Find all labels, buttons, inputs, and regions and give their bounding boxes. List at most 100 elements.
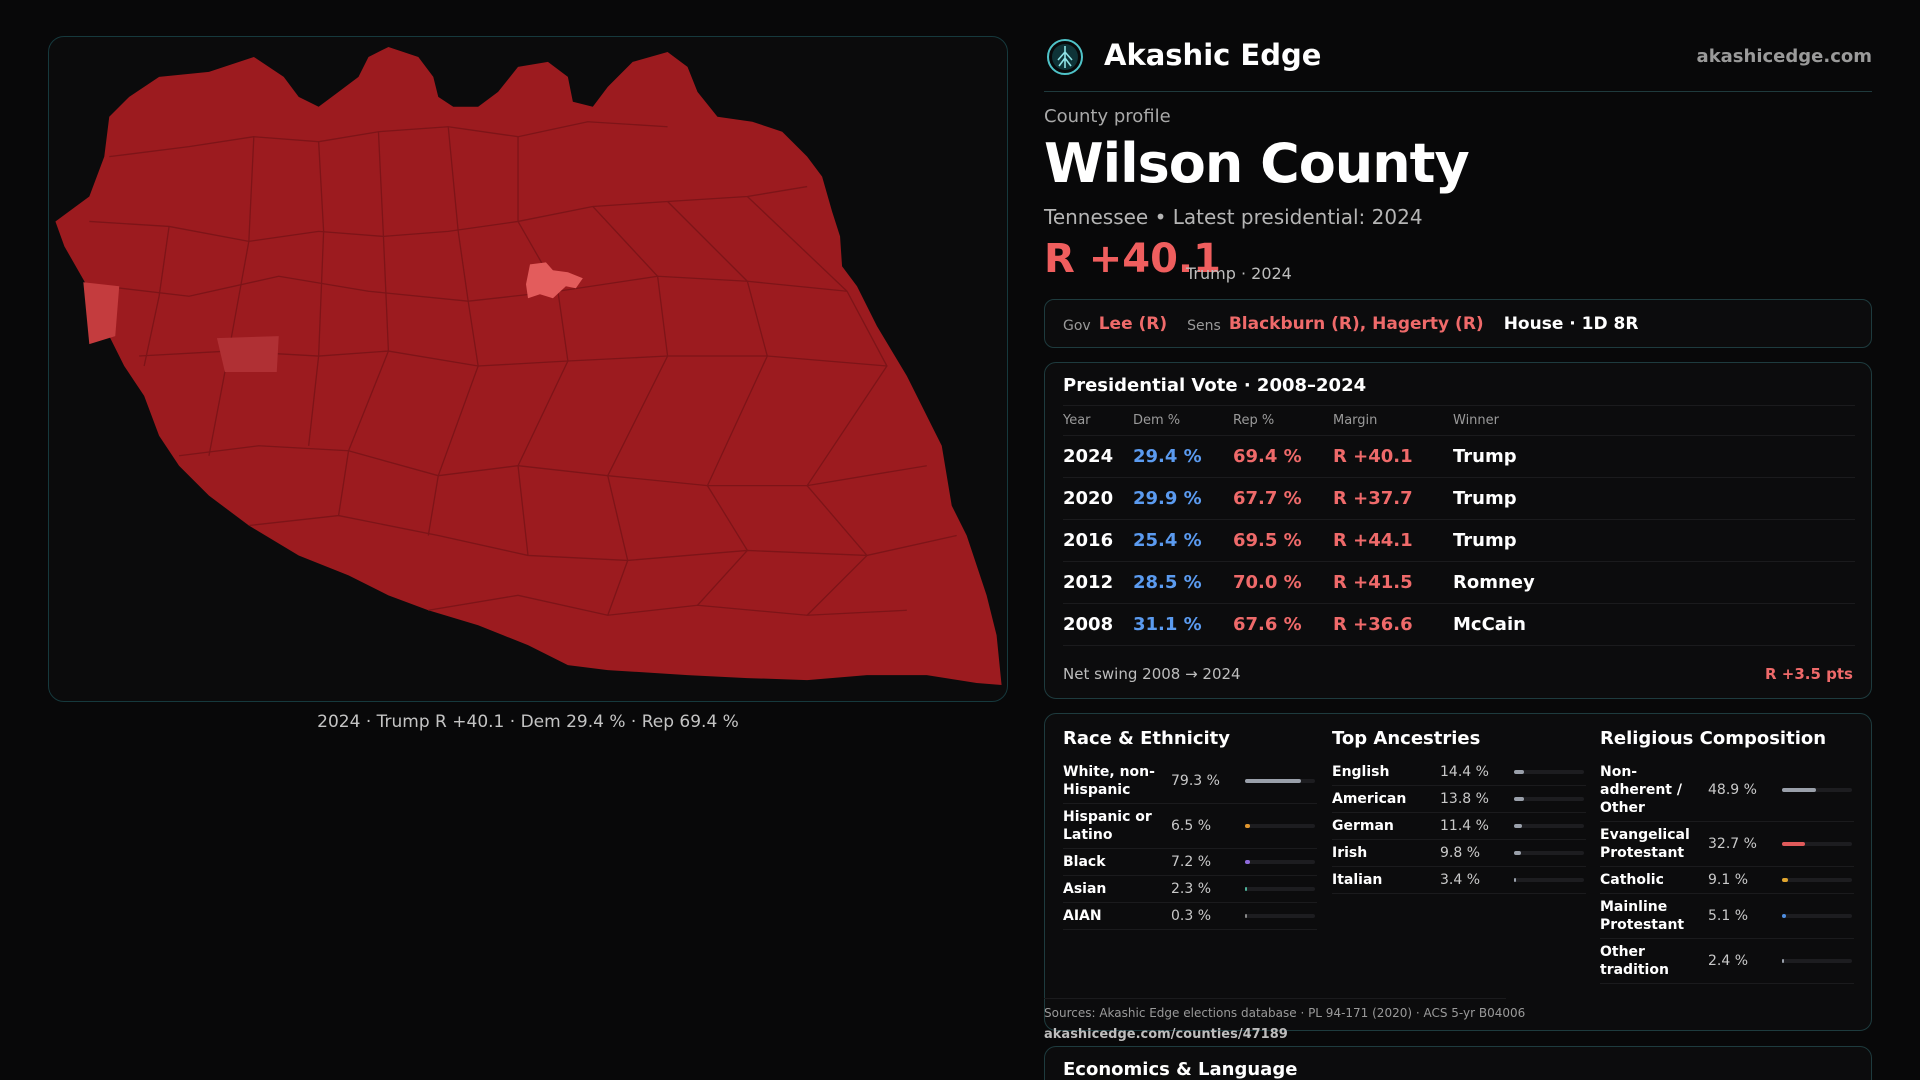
race-title: Race & Ethnicity (1063, 728, 1230, 749)
row-dem: 31.1 % (1133, 603, 1233, 646)
row-year: 2020 (1063, 477, 1133, 520)
race-pct: 6.5 % (1171, 818, 1212, 834)
row-dem: 28.5 % (1133, 561, 1233, 604)
ancestry-bar-fill (1514, 851, 1521, 855)
race-column: Race & Ethnicity White, non-Hispanic 79.… (1063, 728, 1317, 930)
row-winner: McCain (1453, 603, 1855, 646)
precinct-borders (89, 121, 957, 616)
religion-bar-fill (1782, 788, 1817, 792)
house-delegation: House · 1D 8R (1503, 313, 1639, 334)
race-bar (1245, 887, 1315, 891)
swing-value: R +3.5 pts (1765, 665, 1853, 683)
highlight-precinct[interactable] (526, 262, 583, 299)
list-item: Other tradition 2.4 % (1600, 939, 1854, 984)
list-item: Hispanic or Latino 6.5 % (1063, 804, 1317, 849)
table-row: 2020 29.9 % 67.7 % R +37.7 Trump (1063, 477, 1855, 520)
profile-panel: Akashic Edge akashicedge.com County prof… (1044, 0, 1872, 1080)
race-bar (1245, 779, 1315, 783)
row-winner: Romney (1453, 561, 1855, 604)
race-bar-fill (1245, 779, 1301, 783)
site-url-link[interactable]: akashicedge.com (1696, 46, 1872, 67)
row-dem: 29.4 % (1133, 435, 1233, 478)
presidential-title: Presidential Vote · 2008–2024 (1063, 375, 1367, 396)
table-row: 2024 29.4 % 69.4 % R +40.1 Trump (1063, 435, 1855, 478)
col-winner: Winner (1453, 405, 1855, 436)
demographics-panel: Race & Ethnicity White, non-Hispanic 79.… (1044, 713, 1872, 1031)
list-item: Black 7.2 % (1063, 849, 1317, 876)
row-year: 2016 (1063, 519, 1133, 562)
religion-bar-fill (1782, 914, 1786, 918)
row-rep: 67.6 % (1233, 603, 1333, 646)
ancestry-pct: 9.8 % (1440, 845, 1481, 861)
race-pct: 79.3 % (1171, 773, 1220, 789)
religion-bar (1782, 788, 1852, 792)
row-margin: R +44.1 (1333, 519, 1453, 562)
ancestry-pct: 14.4 % (1440, 764, 1489, 780)
governor-name: Lee (R) (1098, 313, 1168, 334)
margin-note: Trump · 2024 (1186, 264, 1292, 283)
page-subtitle: Tennessee • Latest presidential: 2024 (1044, 205, 1423, 229)
row-dem: 25.4 % (1133, 519, 1233, 562)
list-item: White, non-Hispanic 79.3 % (1063, 759, 1317, 804)
highlight-precinct-west[interactable] (83, 282, 120, 345)
race-bar (1245, 824, 1315, 828)
religion-label: Other tradition (1600, 944, 1669, 978)
row-rep: 69.5 % (1233, 519, 1333, 562)
race-label: Black (1063, 854, 1106, 870)
row-year: 2024 (1063, 435, 1133, 478)
race-label: Hispanic or Latino (1063, 809, 1152, 843)
ancestry-bar (1514, 851, 1584, 855)
religion-column: Religious Composition Non-adherent / Oth… (1600, 728, 1854, 984)
religion-bar (1782, 959, 1852, 963)
ancestry-bar (1514, 797, 1584, 801)
row-rep: 70.0 % (1233, 561, 1333, 604)
row-rep: 67.7 % (1233, 477, 1333, 520)
ancestry-bar-fill (1514, 797, 1524, 801)
brand-name[interactable]: Akashic Edge (1104, 38, 1322, 72)
list-item: German 11.4 % (1332, 813, 1586, 840)
ancestry-bar (1514, 824, 1584, 828)
race-bar (1245, 860, 1315, 864)
list-item: AIAN 0.3 % (1063, 903, 1317, 930)
source-url-link[interactable]: akashicedge.com/counties/47189 (1044, 1027, 1288, 1042)
list-item: Irish 9.8 % (1332, 840, 1586, 867)
religion-label: Mainline Protestant (1600, 899, 1685, 933)
race-bar-fill (1245, 824, 1250, 828)
race-bar (1245, 914, 1315, 918)
religion-bar-fill (1782, 959, 1785, 963)
row-margin: R +36.6 (1333, 603, 1453, 646)
sources-text: Sources: Akashic Edge elections database… (1044, 1006, 1526, 1020)
county-map-svg[interactable] (49, 37, 1007, 701)
list-item: Mainline Protestant 5.1 % (1600, 894, 1854, 939)
ancestry-bar (1514, 878, 1584, 882)
ancestry-label: German (1332, 818, 1394, 834)
sens-label: Sens (1187, 317, 1221, 334)
list-item: English 14.4 % (1332, 759, 1586, 786)
presidential-table: Year Dem % Rep % Margin Winner 2024 29.4… (1063, 405, 1855, 646)
ancestries-title: Top Ancestries (1332, 728, 1481, 749)
margin-headline: R +40.1 (1044, 236, 1221, 282)
row-winner: Trump (1453, 519, 1855, 562)
col-year: Year (1063, 405, 1133, 436)
table-row: 2008 31.1 % 67.6 % R +36.6 McCain (1063, 603, 1855, 646)
row-year: 2008 (1063, 603, 1133, 646)
ancestry-pct: 11.4 % (1440, 818, 1489, 834)
economics-panel: Economics & Language (1044, 1046, 1872, 1080)
race-label: White, non-Hispanic (1063, 764, 1155, 798)
row-rep: 69.4 % (1233, 435, 1333, 478)
list-item: Evangelical Protestant 32.7 % (1600, 822, 1854, 867)
religion-label: Non-adherent / Other (1600, 764, 1682, 816)
county-shape[interactable] (55, 46, 1002, 686)
race-label: Asian (1063, 881, 1107, 897)
religion-title: Religious Composition (1600, 728, 1827, 749)
county-map[interactable] (48, 36, 1008, 702)
highlight-precinct-south[interactable] (216, 336, 279, 372)
brand-header: Akashic Edge akashicedge.com (1044, 34, 1872, 92)
tree-icon[interactable] (1046, 38, 1084, 76)
page-title: Wilson County (1044, 132, 1470, 195)
list-item: Italian 3.4 % (1332, 867, 1586, 894)
religion-pct: 9.1 % (1708, 872, 1749, 888)
race-pct: 7.2 % (1171, 854, 1212, 870)
row-margin: R +37.7 (1333, 477, 1453, 520)
ancestry-label: English (1332, 764, 1390, 780)
